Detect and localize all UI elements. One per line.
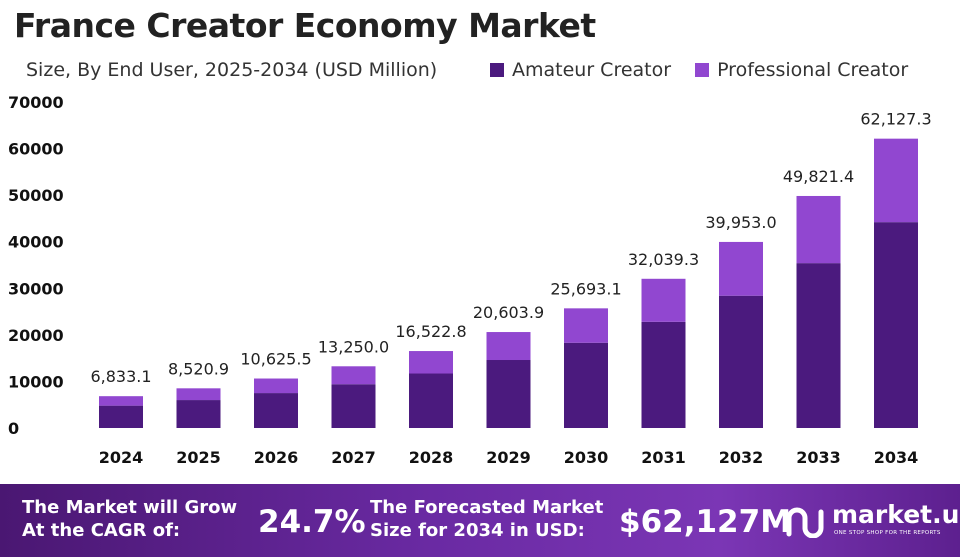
- y-tick-label: 20000: [8, 326, 64, 345]
- bar-professional-2033: [796, 195, 841, 264]
- x-tick-label-2028: 2028: [409, 448, 454, 467]
- x-tick-label-2033: 2033: [796, 448, 841, 467]
- bar-amateur-2024: [99, 405, 143, 428]
- y-tick-label: 0: [8, 419, 19, 438]
- bar-professional-2032: [719, 241, 763, 296]
- x-tick-label-2029: 2029: [486, 448, 531, 467]
- brand-tagline: ONE STOP SHOP FOR THE REPORTS: [834, 530, 941, 536]
- bar-total-label-2024: 6,833.1: [90, 367, 151, 386]
- cagr-caption-line2: At the CAGR of:: [22, 520, 181, 541]
- x-tick-label-2034: 2034: [874, 448, 919, 467]
- legend-item-professional: Professional Creator: [695, 59, 908, 81]
- legend-item-amateur: Amateur Creator: [490, 59, 671, 81]
- bar-total-label-2028: 16,522.8: [395, 322, 466, 341]
- bar-amateur-2031: [641, 321, 686, 428]
- bar-amateur-2034: [874, 222, 918, 428]
- cagr-value: 24.7%: [258, 504, 366, 540]
- legend-swatch-amateur: [490, 63, 504, 77]
- cagr-caption-line1: The Market will Grow: [22, 497, 238, 518]
- market-us-logo-icon: [786, 507, 824, 538]
- legend-swatch-professional: [695, 63, 710, 77]
- chart-plot: 0 10000 20000 30000 40000 50000 60000 70000 6,83…: [8, 93, 932, 467]
- bar-professional-2027: [331, 366, 376, 385]
- bar-professional-2028: [409, 351, 453, 374]
- x-tick-label-2030: 2030: [564, 448, 609, 467]
- y-tick-label: 70000: [8, 93, 64, 112]
- forecast-caption-line1: The Forecasted Market: [370, 497, 604, 518]
- y-tick-label: 50000: [8, 186, 64, 205]
- bar-total-label-2031: 32,039.3: [628, 250, 699, 269]
- bar-professional-2024: [99, 396, 143, 406]
- y-tick-label: 40000: [8, 233, 64, 252]
- footer-banner: The Market will Grow At the CAGR of: 24.…: [0, 484, 960, 557]
- bar-total-label-2027: 13,250.0: [318, 337, 389, 356]
- bar-total-label-2026: 10,625.5: [240, 350, 311, 369]
- bar-professional-2030: [564, 308, 608, 343]
- bar-amateur-2027: [331, 384, 376, 428]
- chart-title: France Creator Economy Market: [14, 6, 596, 45]
- bar-amateur-2029: [486, 360, 531, 428]
- y-tick-label: 10000: [8, 372, 64, 391]
- x-tick-label-2027: 2027: [331, 448, 376, 467]
- bar-total-label-2033: 49,821.4: [783, 167, 854, 186]
- bar-amateur-2030: [564, 342, 608, 428]
- bar-total-label-2025: 8,520.9: [168, 359, 229, 378]
- bar-amateur-2028: [409, 373, 453, 428]
- x-tick-label-2024: 2024: [99, 448, 144, 467]
- cagr-caption: The Market will Grow At the CAGR of:: [22, 496, 237, 542]
- bar-total-label-2029: 20,603.9: [473, 303, 544, 322]
- forecast-caption: The Forecasted Market Size for 2034 in U…: [370, 496, 603, 542]
- bar-total-label-2032: 39,953.0: [705, 213, 776, 232]
- legend-label-professional: Professional Creator: [717, 59, 909, 81]
- legend-label-amateur: Amateur Creator: [512, 59, 672, 81]
- bar-amateur-2026: [254, 393, 298, 428]
- bar-total-label-2034: 62,127.3: [860, 110, 931, 129]
- bar-professional-2031: [641, 278, 686, 322]
- x-tick-label-2032: 2032: [719, 448, 764, 467]
- bar-professional-2034: [874, 138, 918, 223]
- bar-total-label-2030: 25,693.1: [550, 279, 621, 298]
- forecast-caption-line2: Size for 2034 in USD:: [370, 520, 585, 541]
- chart-subtitle: Size, By End User, 2025-2034 (USD Millio…: [26, 59, 438, 81]
- x-tick-label-2031: 2031: [641, 448, 686, 467]
- bar-amateur-2033: [796, 263, 841, 428]
- brand-name: market.us: [832, 500, 960, 529]
- bar-amateur-2032: [719, 295, 763, 428]
- y-tick-label: 30000: [8, 279, 64, 298]
- x-tick-label-2025: 2025: [176, 448, 221, 467]
- bar-professional-2026: [254, 378, 298, 394]
- x-tick-label-2026: 2026: [254, 448, 299, 467]
- bar-professional-2029: [486, 332, 531, 361]
- bar-professional-2025: [176, 388, 221, 401]
- bar-amateur-2025: [176, 400, 221, 428]
- forecast-value: $62,127M: [619, 504, 792, 540]
- legend: Amateur Creator Professional Creator: [490, 59, 908, 81]
- y-tick-label: 60000: [8, 140, 64, 159]
